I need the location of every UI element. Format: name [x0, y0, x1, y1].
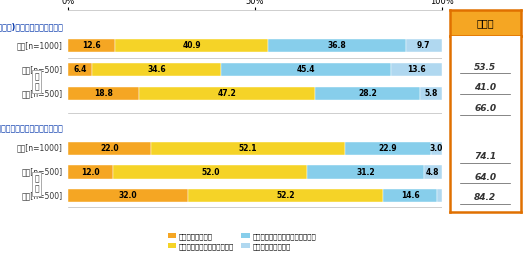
- Text: 84.2: 84.2: [474, 194, 497, 202]
- Bar: [68, 39, 115, 52]
- Bar: [92, 63, 221, 76]
- Text: 52.2: 52.2: [276, 191, 295, 200]
- Text: 53.5: 53.5: [474, 62, 497, 71]
- Bar: [68, 87, 138, 100]
- Text: 14.6: 14.6: [401, 191, 419, 200]
- Text: 34.6: 34.6: [148, 65, 166, 74]
- Text: 全体[n=1000]: 全体[n=1000]: [17, 144, 63, 153]
- Bar: [437, 189, 442, 202]
- Bar: [391, 63, 442, 76]
- Text: 性
別: 性 別: [34, 72, 39, 91]
- Text: 4.8: 4.8: [426, 167, 440, 177]
- Text: 女性[n=500]: 女性[n=500]: [22, 89, 63, 98]
- Bar: [68, 189, 188, 202]
- Text: 22.9: 22.9: [379, 144, 397, 153]
- Text: 女性[n=500]: 女性[n=500]: [22, 191, 63, 200]
- Text: 性
別: 性 別: [34, 174, 39, 194]
- Text: ■自分は(自身の)親とよく会話している: ■自分は(自身の)親とよく会話している: [0, 22, 63, 31]
- Text: 12.0: 12.0: [82, 167, 100, 177]
- Bar: [431, 142, 442, 155]
- Bar: [420, 87, 442, 100]
- Text: 全体[n=1000]: 全体[n=1000]: [17, 41, 63, 50]
- Bar: [150, 142, 345, 155]
- Text: 同意率: 同意率: [477, 18, 494, 28]
- Bar: [188, 189, 383, 202]
- Bar: [406, 39, 442, 52]
- Text: 男性[n=500]: 男性[n=500]: [22, 167, 63, 177]
- Text: 45.4: 45.4: [297, 65, 316, 74]
- Legend: 非常にあてはまる, どちらかといえばあてはまる, どちらかといえばあてはまらない, 全くあてはまらない: 非常にあてはまる, どちらかといえばあてはまる, どちらかといえばあてはまらない…: [165, 230, 319, 252]
- Text: 6.4: 6.4: [74, 65, 87, 74]
- Text: 47.2: 47.2: [217, 89, 236, 98]
- Bar: [315, 87, 420, 100]
- Text: 66.0: 66.0: [474, 104, 497, 113]
- Text: 男性[n=500]: 男性[n=500]: [22, 65, 63, 74]
- Bar: [68, 63, 92, 76]
- Text: 74.1: 74.1: [474, 152, 497, 161]
- Text: 28.2: 28.2: [358, 89, 377, 98]
- Text: 31.2: 31.2: [356, 167, 375, 177]
- Text: 52.1: 52.1: [239, 144, 257, 153]
- Text: 5.8: 5.8: [424, 89, 438, 98]
- Text: 40.9: 40.9: [183, 41, 201, 50]
- Text: 13.6: 13.6: [407, 65, 426, 74]
- Bar: [115, 39, 268, 52]
- Bar: [113, 165, 307, 179]
- Bar: [307, 165, 424, 179]
- Bar: [383, 189, 437, 202]
- Bar: [268, 39, 406, 52]
- Text: ■自分は子どもとよく会話している: ■自分は子どもとよく会話している: [0, 125, 63, 134]
- Bar: [345, 142, 431, 155]
- Text: 52.0: 52.0: [201, 167, 219, 177]
- Text: 22.0: 22.0: [100, 144, 119, 153]
- Text: 64.0: 64.0: [474, 173, 497, 182]
- Text: 9.7: 9.7: [417, 41, 430, 50]
- Text: 12.6: 12.6: [83, 41, 101, 50]
- Text: 41.0: 41.0: [474, 83, 497, 92]
- Text: 18.8: 18.8: [94, 89, 113, 98]
- Bar: [138, 87, 315, 100]
- Bar: [68, 142, 150, 155]
- Text: 32.0: 32.0: [119, 191, 137, 200]
- Text: 36.8: 36.8: [328, 41, 346, 50]
- Bar: [68, 165, 113, 179]
- Bar: [221, 63, 391, 76]
- Text: 3.0: 3.0: [430, 144, 443, 153]
- Bar: [424, 165, 442, 179]
